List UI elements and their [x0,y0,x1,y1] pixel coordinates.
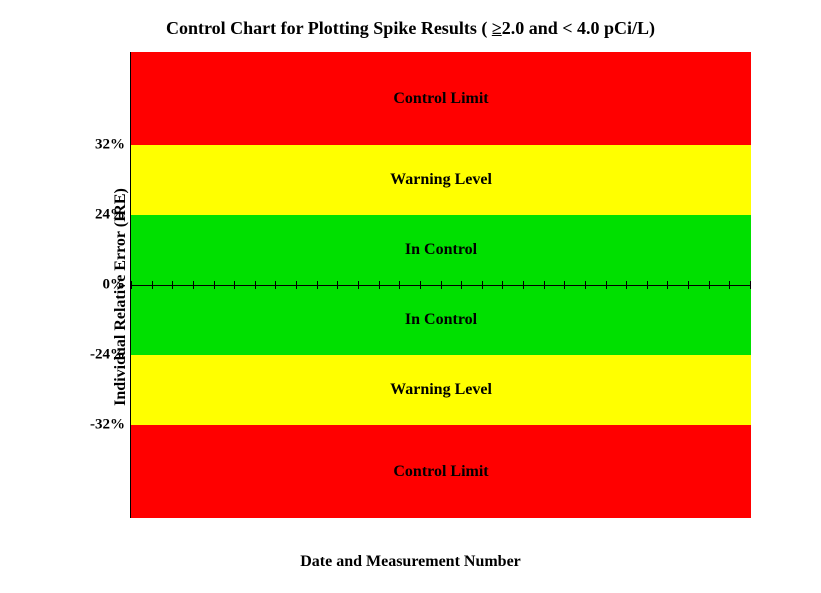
x-axis-label: Date and Measurement Number [0,553,821,571]
plot-area: Control Limit Warning Level In Control I… [130,52,750,518]
band-control-limit-lower: Control Limit [131,425,751,518]
band-label: In Control [405,311,477,329]
band-label: Control Limit [393,90,488,108]
band-label: Warning Level [390,381,492,399]
band-in-control-lower: In Control [131,285,751,355]
page: Control Chart for Plotting Spike Results… [0,0,821,593]
chart-title: Control Chart for Plotting Spike Results… [0,18,821,39]
plot-wrapper: Control Limit Warning Level In Control I… [130,52,750,518]
y-tick-label: 24% [80,207,125,224]
band-in-control-upper: In Control [131,215,751,285]
chart-title-pre: Control Chart for Plotting Spike Results… [166,18,492,38]
zero-axis-line [131,285,751,286]
chart-title-post: 2.0 and < 4.0 pCi/L) [502,18,655,38]
y-tick-label: 32% [80,137,125,154]
band-warning-level-upper: Warning Level [131,145,751,215]
band-label: Control Limit [393,463,488,481]
y-tick-label: 0% [80,277,125,294]
band-control-limit-upper: Control Limit [131,52,751,145]
y-tick-label: -24% [80,347,125,364]
chart-title-ge: ≥ [492,18,502,38]
band-label: Warning Level [390,171,492,189]
band-warning-level-lower: Warning Level [131,355,751,425]
band-label: In Control [405,241,477,259]
y-tick-label: -32% [80,417,125,434]
